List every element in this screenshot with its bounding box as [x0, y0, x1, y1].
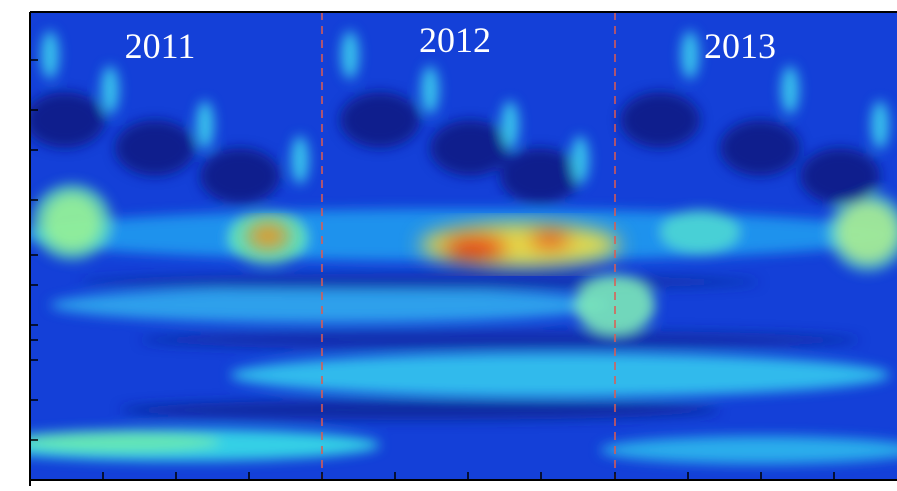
hf-dark-patch-7: [720, 120, 800, 176]
hf-dark-patch-5: [500, 148, 580, 204]
hf-light-patch-7: [571, 136, 589, 184]
year-label-2011: 2011: [125, 26, 196, 66]
hf-dark-patch-8: [800, 148, 880, 204]
hotspot-2012-core-a: [441, 234, 509, 262]
hf-dark-patch-2: [200, 148, 280, 204]
hotspot-2011-glow: [246, 222, 290, 250]
hf-light-patch-3: [291, 136, 309, 184]
hf-dark-patch-4: [430, 120, 510, 176]
hf-light-patch-10: [871, 101, 889, 149]
band-teal-center: [575, 275, 655, 335]
band-mid-cyan: [230, 353, 890, 397]
mid-blob-2013: [660, 210, 740, 254]
hf-light-patch-6: [501, 101, 519, 149]
mid-blob-right-halo: [828, 192, 897, 272]
mid-blob-left-halo: [32, 184, 112, 260]
band-lower-dark: [120, 400, 720, 420]
hf-dark-patch-0: [30, 92, 105, 148]
year-label-2013: 2013: [704, 26, 776, 66]
hf-light-patch-5: [421, 66, 439, 114]
hf-light-patch-1: [101, 66, 119, 114]
band-mid-dark: [140, 330, 860, 350]
hotspot-2012-core-b: [528, 230, 572, 250]
year-label-2012: 2012: [419, 20, 491, 60]
hf-dark-patch-6: [620, 92, 700, 148]
hf-light-patch-0: [41, 31, 59, 79]
hf-light-patch-4: [341, 31, 359, 79]
hf-light-patch-9: [781, 66, 799, 114]
band-upper-dark: [80, 274, 760, 290]
hf-light-patch-2: [196, 101, 214, 149]
band-bottom-green: [30, 432, 220, 452]
hf-dark-patch-3: [340, 92, 420, 148]
band-upper-cyan: [50, 287, 610, 323]
hf-light-patch-8: [681, 31, 699, 79]
band-bottom-right: [600, 436, 897, 464]
hf-dark-patch-1: [115, 120, 195, 176]
